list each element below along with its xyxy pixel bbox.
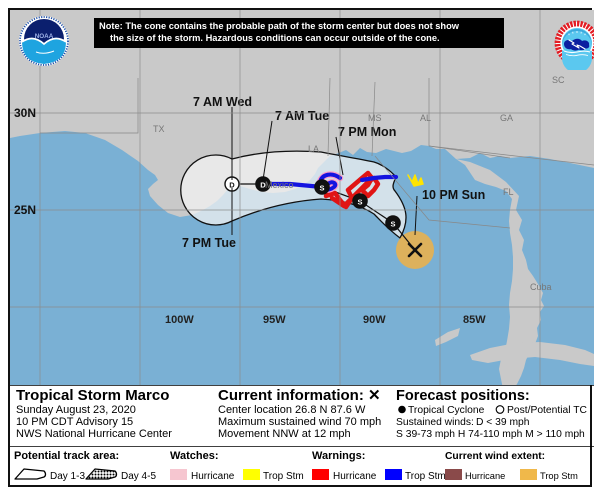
svg-text:Watches:: Watches: — [170, 450, 219, 462]
svg-text:Trop Stm: Trop Stm — [263, 471, 304, 482]
svg-text:Maximum sustained wind 70 mph: Maximum sustained wind 70 mph — [218, 416, 381, 428]
svg-text:S 39-73 mph H 74-110 mph M >: S 39-73 mph H 74-110 mph M > 110 mph — [396, 429, 585, 440]
svg-text:Day 4-5: Day 4-5 — [121, 471, 156, 482]
svg-text:Current wind extent:: Current wind extent: — [445, 451, 545, 462]
svg-text:S: S — [319, 184, 324, 193]
svg-text:Trop Stm: Trop Stm — [405, 471, 446, 482]
svg-text:95W: 95W — [263, 314, 286, 326]
svg-text:GA: GA — [500, 113, 513, 123]
svg-text:Sustained winds:: Sustained winds: — [396, 417, 474, 428]
svg-text:7 PM Tue: 7 PM Tue — [182, 236, 236, 250]
svg-text:LA: LA — [308, 144, 319, 154]
svg-text:Movement NNW at 12 mph: Movement NNW at 12 mph — [218, 428, 351, 440]
svg-text:Tropical Cyclone: Tropical Cyclone — [408, 405, 485, 416]
svg-text:7 AM Tue: 7 AM Tue — [275, 109, 329, 123]
svg-text:25N: 25N — [14, 203, 36, 217]
svg-text:90W: 90W — [363, 314, 386, 326]
svg-text:10 PM CDT Advisory 15: 10 PM CDT Advisory 15 — [16, 416, 133, 428]
svg-text:D < 39 mph: D < 39 mph — [476, 417, 530, 428]
svg-text:S: S — [357, 198, 362, 207]
svg-text:S: S — [390, 220, 395, 229]
svg-text:Post/Potential TC: Post/Potential TC — [507, 405, 588, 416]
svg-text:Center location 26.8 N 87.6 W: Center location 26.8 N 87.6 W — [218, 404, 366, 416]
svg-text:Note: The cone contains the pr: Note: The cone contains the probable pat… — [99, 21, 460, 31]
svg-text:Tropical Storm Marco: Tropical Storm Marco — [16, 387, 169, 404]
svg-text:85W: 85W — [463, 314, 486, 326]
svg-text:Forecast positions:: Forecast positions: — [396, 388, 530, 404]
svg-text:Hurricane: Hurricane — [333, 471, 377, 482]
svg-text:Current information: ✕: Current information: ✕ — [218, 387, 381, 404]
svg-text:Potential track area:: Potential track area: — [14, 450, 119, 462]
svg-text:Hurricane: Hurricane — [191, 471, 235, 482]
svg-text:FL: FL — [503, 187, 514, 197]
svg-text:TX: TX — [153, 124, 165, 134]
svg-text:Cuba: Cuba — [530, 282, 552, 292]
svg-text:Day 1-3: Day 1-3 — [50, 471, 85, 482]
svg-text:10 PM Sun: 10 PM Sun — [422, 188, 485, 202]
svg-text:Trop Stm: Trop Stm — [540, 471, 578, 481]
svg-text:100W: 100W — [165, 314, 194, 326]
svg-text:Mexico: Mexico — [265, 180, 294, 190]
svg-text:NWS National Hurricane Center: NWS National Hurricane Center — [16, 428, 172, 440]
svg-text:Warnings:: Warnings: — [312, 450, 365, 462]
svg-text:30N: 30N — [14, 106, 36, 120]
svg-text:SC: SC — [552, 75, 565, 85]
svg-text:MS: MS — [368, 113, 382, 123]
svg-text:7 AM Wed: 7 AM Wed — [193, 95, 252, 109]
svg-text:the size of the storm. Hazardo: the size of the storm. Hazardous conditi… — [110, 33, 440, 43]
svg-text:AL: AL — [420, 113, 431, 123]
svg-text:Sunday August 23, 2020: Sunday August 23, 2020 — [16, 404, 136, 416]
svg-text:Hurricane: Hurricane — [465, 471, 505, 481]
svg-text:7 PM Mon: 7 PM Mon — [338, 125, 396, 139]
